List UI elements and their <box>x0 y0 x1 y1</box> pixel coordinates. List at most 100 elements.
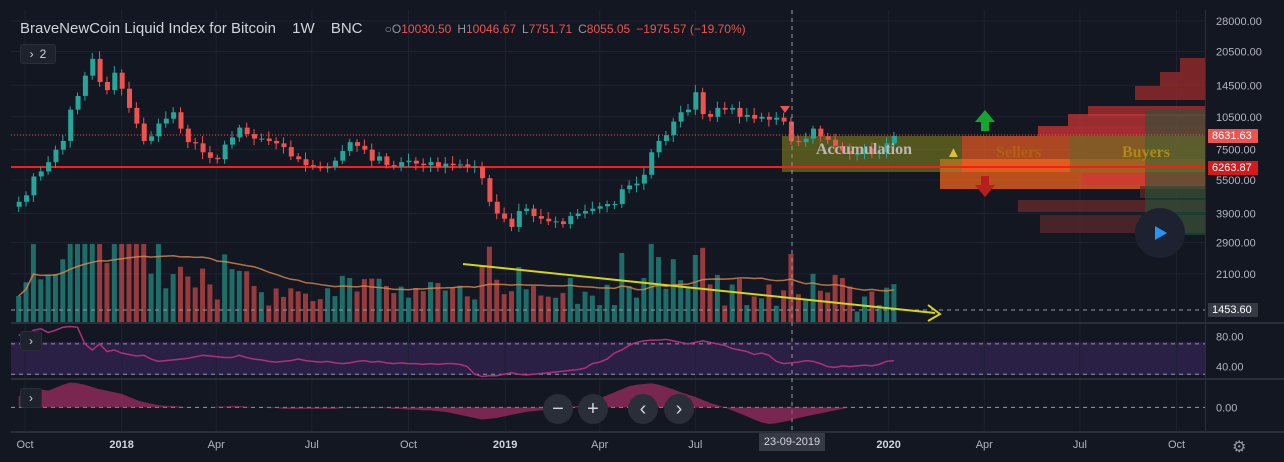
volume-bar <box>16 295 22 322</box>
play-icon <box>1155 226 1167 240</box>
candle <box>796 140 802 143</box>
volume-bar <box>30 244 36 322</box>
volume-bar <box>82 244 88 322</box>
chevron-right-icon: › <box>29 391 33 405</box>
high-label: H <box>457 22 466 36</box>
volume-bar <box>641 278 647 322</box>
volume-bar <box>251 285 257 322</box>
volume-bar <box>736 279 742 322</box>
time-tick-label: Apr <box>208 439 225 451</box>
volume-bar <box>876 304 882 322</box>
volume-bar <box>751 296 757 322</box>
chevron-right-icon: › <box>29 334 33 348</box>
candle <box>752 114 758 119</box>
volume-bar <box>229 269 235 322</box>
indicators-collapse-button[interactable]: › 2 <box>20 44 56 64</box>
candle <box>406 160 412 163</box>
interval-label[interactable]: 1W <box>292 20 315 37</box>
time-tick-label: Oct <box>1168 439 1185 451</box>
candle <box>825 136 831 140</box>
candle <box>450 163 456 166</box>
volume-bar <box>23 282 29 322</box>
volume-bar <box>508 291 514 322</box>
rsi-tick-label: 80.00 <box>1216 331 1244 343</box>
volume-bar <box>280 296 286 322</box>
volume-bar <box>435 283 441 322</box>
candle <box>700 92 706 115</box>
volume-profile-bar <box>1180 58 1205 72</box>
candle <box>46 162 52 172</box>
candle <box>759 116 765 119</box>
open-label: O <box>391 22 402 36</box>
candle <box>568 216 574 225</box>
symbol-title: BraveNewCoin Liquid Index for Bitcoin <box>20 20 276 37</box>
price-tick-label: 28000.00 <box>1216 16 1262 28</box>
scroll-left-button[interactable]: ‹ <box>628 394 658 424</box>
replay-button[interactable] <box>1135 208 1185 258</box>
volume-bar <box>479 266 485 322</box>
volume-bar <box>803 300 809 322</box>
candle <box>119 72 125 89</box>
volume-bar <box>148 273 154 322</box>
candle <box>663 135 669 141</box>
volume-bar <box>369 278 375 322</box>
volume-bar <box>582 291 588 322</box>
volume-bar <box>707 284 713 322</box>
candle <box>399 162 405 167</box>
volume-bar <box>501 294 507 322</box>
oscillator-area <box>18 382 850 424</box>
zoom-in-button[interactable]: + <box>578 394 608 424</box>
trend-arrow-icon <box>927 304 942 322</box>
volume-bar <box>450 287 456 322</box>
collapse-count: 2 <box>39 47 47 61</box>
zoom-out-button[interactable]: − <box>543 394 573 424</box>
volume-bar <box>729 284 735 322</box>
volume-bar <box>545 296 551 322</box>
candle <box>494 201 500 214</box>
settings-gear-icon[interactable]: ⚙ <box>1232 439 1247 456</box>
candle <box>185 128 191 143</box>
candle <box>472 166 478 168</box>
volume-bar <box>494 279 500 322</box>
candle <box>259 138 265 140</box>
buyers-label: Buyers <box>1122 144 1170 161</box>
volume-bar <box>258 292 264 322</box>
candle <box>685 109 691 113</box>
candle <box>516 211 522 227</box>
volume-bar <box>207 284 213 322</box>
candle <box>891 135 897 144</box>
volume-bar <box>626 286 632 322</box>
oscillator-pane-toggle[interactable]: › <box>20 388 42 408</box>
rsi-pane-toggle[interactable]: › <box>20 331 42 351</box>
volume-bar <box>266 305 272 322</box>
volume-bar <box>126 244 132 322</box>
volume-bar <box>560 292 566 322</box>
volume-bar <box>861 296 867 322</box>
volume-bar <box>97 244 103 322</box>
volume-profile-bar <box>1160 72 1205 86</box>
time-tick-label: Jul <box>305 439 319 451</box>
volume-bar <box>155 244 161 322</box>
candle <box>487 178 493 202</box>
candle <box>862 148 868 154</box>
candle <box>340 150 346 161</box>
candle <box>156 123 162 137</box>
volume-bar <box>133 244 139 322</box>
candle <box>68 109 74 141</box>
scroll-right-button[interactable]: › <box>664 394 694 424</box>
volume-bar <box>361 279 367 322</box>
volume-profile-bar <box>1038 126 1205 136</box>
time-tick-label: Oct <box>400 439 417 451</box>
volume-bar <box>52 273 58 322</box>
volume-bar <box>119 244 125 322</box>
candle <box>847 150 853 154</box>
volume-bar <box>178 266 184 322</box>
candle <box>803 138 809 143</box>
time-tick-label: 2019 <box>493 439 517 451</box>
candle <box>369 149 375 161</box>
candle <box>215 157 221 160</box>
volume-bar <box>383 285 389 322</box>
candle <box>818 128 824 137</box>
candle <box>722 107 728 110</box>
